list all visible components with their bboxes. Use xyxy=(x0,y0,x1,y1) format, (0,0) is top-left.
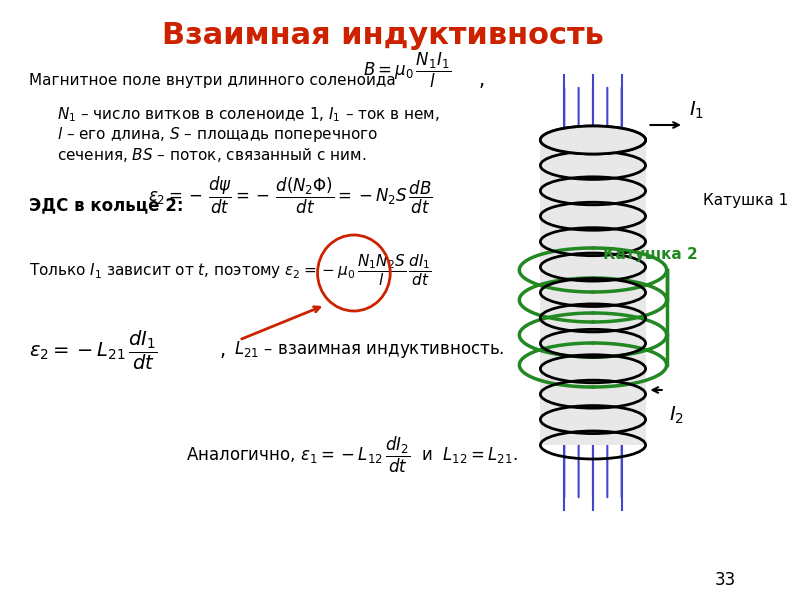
Text: $I_2$: $I_2$ xyxy=(670,404,685,425)
Text: Катушка 1: Катушка 1 xyxy=(703,193,788,208)
Text: ЭДС в кольце 2:: ЭДС в кольце 2: xyxy=(29,196,183,214)
Bar xyxy=(540,140,646,445)
Text: Только $I_1$ зависит от $t$, поэтому $\varepsilon_2 = -\mu_0\,\dfrac{N_1 N_2 S}{: Только $I_1$ зависит от $t$, поэтому $\v… xyxy=(29,252,431,288)
Text: Магнитное поле внутри длинного соленоида: Магнитное поле внутри длинного соленоида xyxy=(29,73,395,88)
Ellipse shape xyxy=(540,126,646,154)
Text: 33: 33 xyxy=(715,571,737,589)
Text: $I_1$: $I_1$ xyxy=(689,100,704,121)
Text: $l$ – его длина, $S$ – площадь поперечного: $l$ – его длина, $S$ – площадь поперечно… xyxy=(58,125,378,145)
Text: $\varepsilon_2 = -L_{21}\,\dfrac{dI_1}{dt}$: $\varepsilon_2 = -L_{21}\,\dfrac{dI_1}{d… xyxy=(29,328,158,371)
Text: $L_{21}$ – взаимная индуктивность.: $L_{21}$ – взаимная индуктивность. xyxy=(234,340,505,361)
Text: ,: , xyxy=(220,340,226,359)
Text: ,: , xyxy=(478,70,484,89)
Text: Аналогично, $\varepsilon_1 = -L_{12}\,\dfrac{dI_2}{dt}$  и  $L_{12} = L_{21}$.: Аналогично, $\varepsilon_1 = -L_{12}\,\d… xyxy=(186,435,518,475)
Text: $N_1$ – число витков в соленоиде 1, $I_1$ – ток в нем,: $N_1$ – число витков в соленоиде 1, $I_1… xyxy=(58,106,440,124)
Text: сечения, $BS$ – поток, связанный с ним.: сечения, $BS$ – поток, связанный с ним. xyxy=(58,146,366,164)
Text: $B = \mu_0\,\dfrac{N_1 I_1}{l}$: $B = \mu_0\,\dfrac{N_1 I_1}{l}$ xyxy=(363,50,451,89)
Text: Взаимная индуктивность: Взаимная индуктивность xyxy=(162,20,603,49)
Text: Катушка 2: Катушка 2 xyxy=(602,247,698,263)
Text: $\varepsilon_2 = -\,\dfrac{d\psi}{dt} = -\,\dfrac{d(N_2\Phi)}{dt} = -N_2 S\,\dfr: $\varepsilon_2 = -\,\dfrac{d\psi}{dt} = … xyxy=(148,175,433,215)
